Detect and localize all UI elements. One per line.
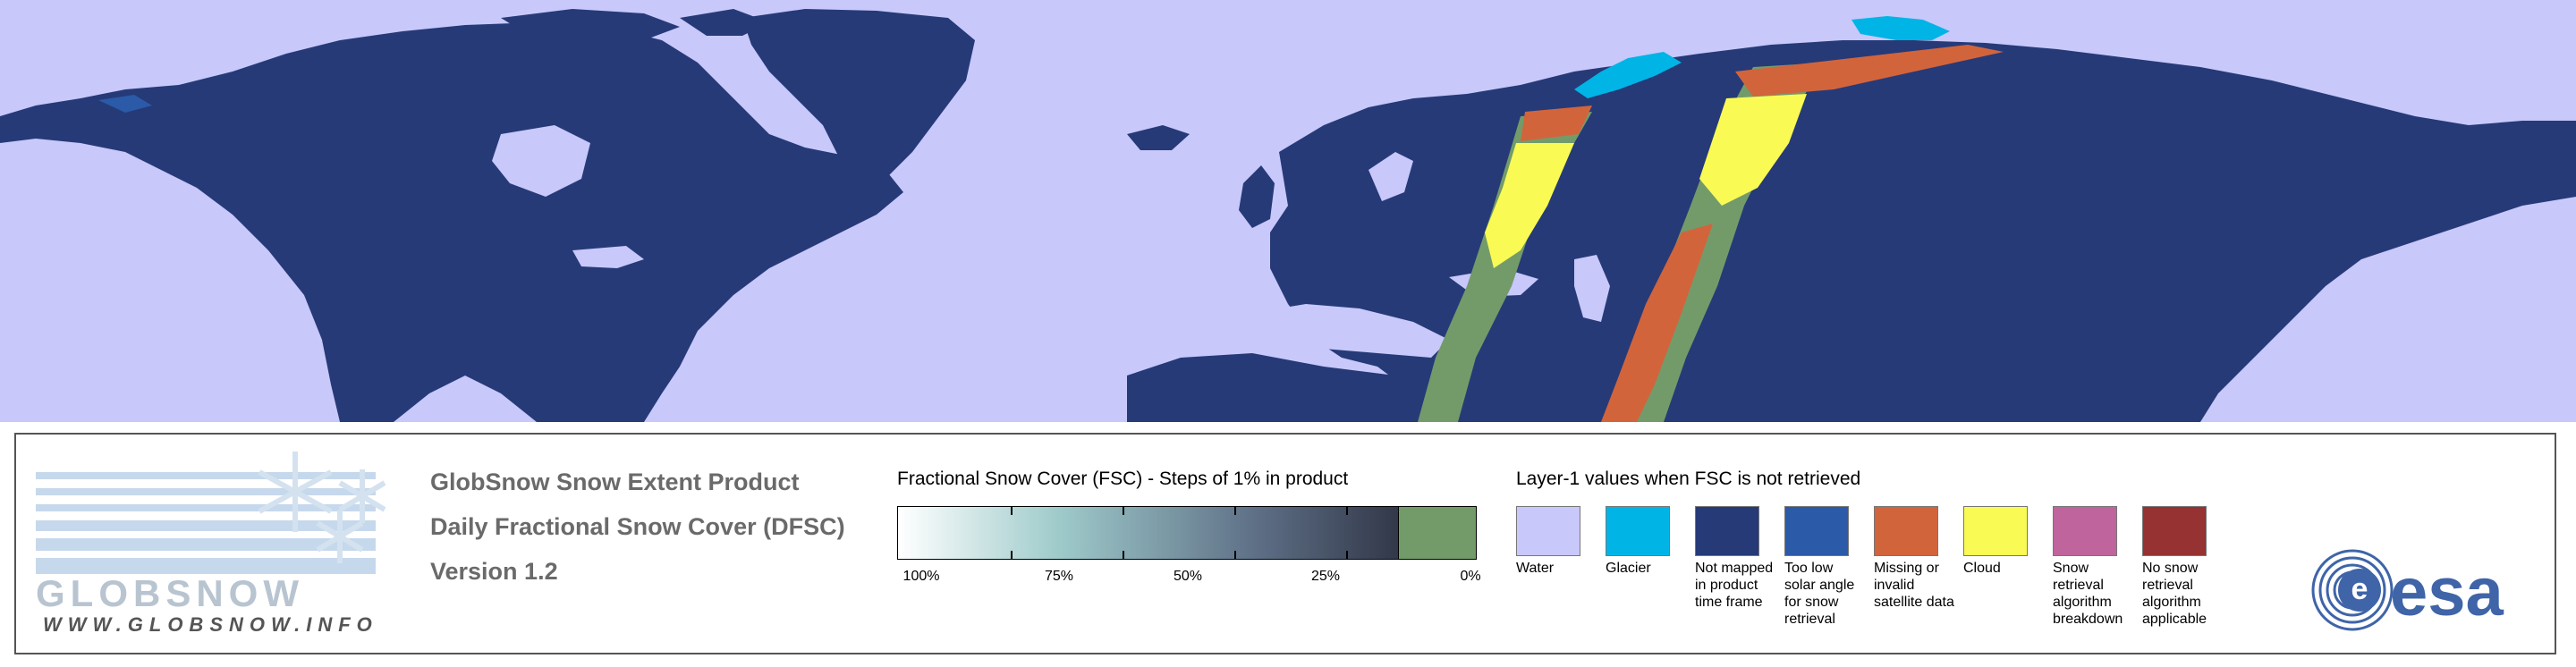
layer1-label: Glacier <box>1606 561 1651 576</box>
layer1-label: Not mapped in product time frame <box>1695 561 1774 610</box>
great-lakes <box>572 246 644 268</box>
fsc-zero-swatch <box>1398 506 1477 560</box>
logo-url: WWW.GLOBSNOW.INFO <box>43 613 378 636</box>
snowflake-icon <box>258 452 386 563</box>
svalbard-glacier <box>1852 16 1950 40</box>
fsc-tick-label: 25% <box>1310 569 1341 584</box>
layer1-swatch <box>1695 506 1759 556</box>
snow-cover-map <box>0 0 2576 422</box>
product-title: GlobSnow Snow Extent Product <box>430 469 800 495</box>
fsc-tick-label: 50% <box>1173 569 1203 584</box>
swath-east-missing-north <box>1735 45 2004 97</box>
globsnow-logo <box>36 452 386 574</box>
layer1-label: Water <box>1516 561 1555 576</box>
product-subtitle: Daily Fractional Snow Cover (DFSC) <box>430 513 845 540</box>
esa-wordmark: esa <box>2390 554 2504 630</box>
layer1-title: Layer-1 values when FSC is not retrieved <box>1516 469 1861 489</box>
fsc-tick-label: 0% <box>1460 569 1481 584</box>
layer1-label: Missing or invalid satellite data <box>1874 561 1954 610</box>
fsc-tick <box>1123 506 1124 515</box>
caspian-sea <box>1574 255 1610 322</box>
fsc-color-bar <box>897 506 1477 560</box>
fsc-tick <box>1011 551 1013 560</box>
layer1-swatch <box>1784 506 1849 556</box>
fsc-tick <box>1234 551 1236 560</box>
swath-east-cloud <box>1699 94 1807 206</box>
satellite-swath-west <box>1418 112 1592 422</box>
layer1-swatch <box>1606 506 1670 556</box>
fsc-tick <box>1346 506 1348 515</box>
layer1-label: No snow retrieval algorithm applicable <box>2142 561 2207 627</box>
layer1-label: Too low solar angle for snow retrieval <box>1784 561 1855 627</box>
uk-landmass <box>1239 165 1275 228</box>
arctic-islands <box>501 9 769 45</box>
fsc-scale-title: Fractional Snow Cover (FSC) - Steps of 1… <box>897 469 1349 489</box>
japan-landmass <box>2232 250 2281 322</box>
logo-wordmark: GLOBSNOW <box>36 572 304 614</box>
fsc-tick <box>1234 506 1236 515</box>
north-america-landmass <box>0 22 903 422</box>
alaska-solar-angle-area <box>98 95 152 113</box>
product-version: Version 1.2 <box>430 558 558 585</box>
swath-west-cloud <box>1485 143 1574 268</box>
layer1-swatch <box>2142 506 2207 556</box>
hudson-bay <box>492 125 590 197</box>
greenland-landmass <box>742 9 975 183</box>
layer1-swatch <box>1516 506 1580 556</box>
layer1-label: Snow retrieval algorithm breakdown <box>2053 561 2123 627</box>
fsc-tick <box>1011 506 1013 515</box>
fsc-tick-label: 75% <box>1044 569 1074 584</box>
eurasia-landmass <box>1270 40 2576 422</box>
iceland-landmass <box>1127 125 1190 150</box>
esa-logo: e esa <box>2311 549 2504 631</box>
layer1-swatch <box>2053 506 2117 556</box>
swath-east-missing-south <box>1601 224 1713 422</box>
fsc-tick-label: 100% <box>902 569 940 584</box>
mediterranean-sea <box>1243 304 1449 358</box>
novaya-zemlya-glacier <box>1574 52 1682 98</box>
layer1-swatch <box>1963 506 2028 556</box>
layer1-label: Cloud <box>1963 561 2001 576</box>
svg-text:e: e <box>2351 572 2368 606</box>
baltic-sea <box>1368 152 1413 201</box>
swath-west-missing <box>1521 106 1592 141</box>
africa-landmass <box>1127 353 1485 422</box>
layer1-swatch <box>1874 506 1938 556</box>
fsc-tick <box>1346 551 1348 560</box>
fsc-tick <box>1123 551 1124 560</box>
